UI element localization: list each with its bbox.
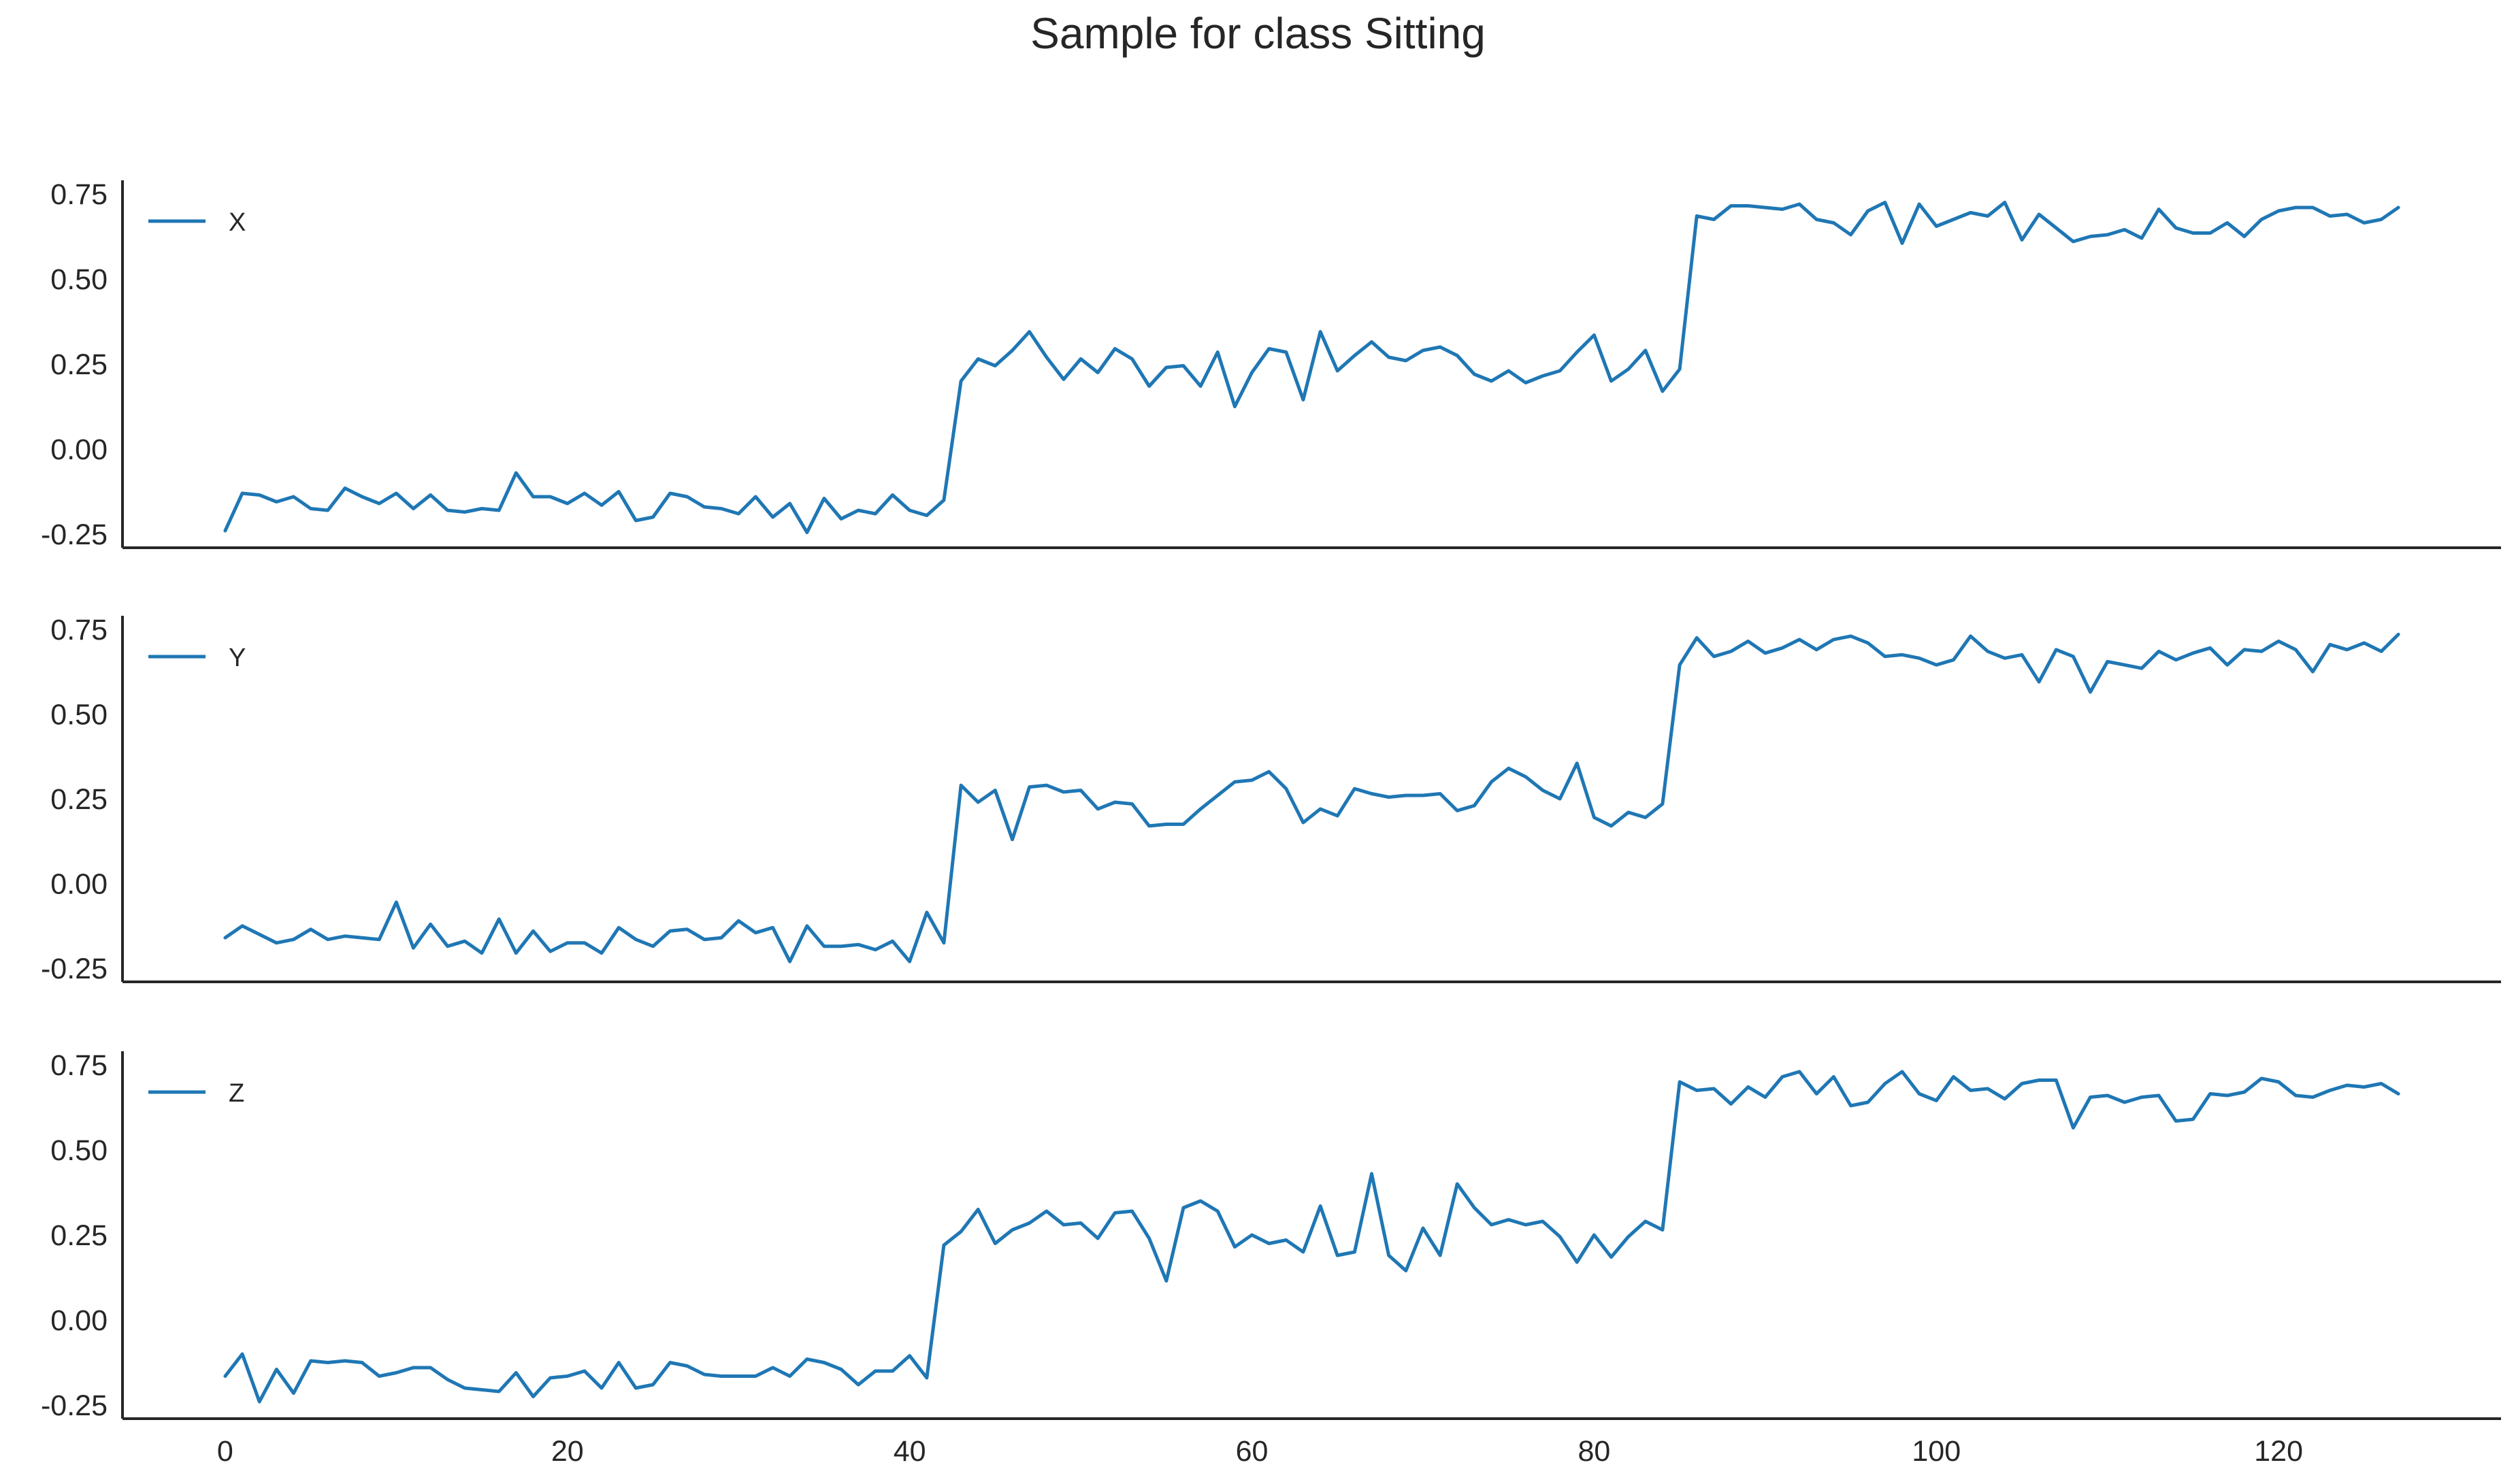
y-tick-label-panel-1: 0.75 (50, 178, 108, 211)
x-tick-label: 80 (1578, 1435, 1610, 1468)
y-tick-label-panel-1: 0.50 (50, 263, 108, 296)
y-tick-label-panel-2: 0.00 (50, 868, 108, 901)
y-tick-label-panel-3: 0.00 (50, 1304, 108, 1337)
x-tick-label: 120 (2254, 1435, 2303, 1468)
x-tick-label: 100 (1912, 1435, 1961, 1468)
legend-label-X: X (229, 208, 246, 237)
x-tick-label: 20 (551, 1435, 584, 1468)
y-tick-label-panel-2: 0.25 (50, 783, 108, 816)
y-tick-label-panel-3: -0.25 (41, 1389, 108, 1422)
x-tick-label: 0 (217, 1435, 233, 1468)
y-tick-label-panel-1: 0.25 (50, 348, 108, 381)
legend-label-Y: Y (229, 644, 246, 672)
series-line-Y (223, 632, 2400, 963)
y-tick-label-panel-2: 0.75 (50, 614, 108, 646)
y-tick-label-panel-2: -0.25 (41, 953, 108, 985)
y-tick-label-panel-3: 0.25 (50, 1219, 108, 1252)
y-tick-label-panel-1: 0.00 (50, 433, 108, 466)
y-tick-label-panel-1: -0.25 (41, 518, 108, 551)
series-line-X (223, 201, 2400, 534)
chart-title: Sample for class Sitting (1030, 9, 1486, 58)
y-tick-label-panel-3: 0.75 (50, 1049, 108, 1082)
x-tick-label: 60 (1236, 1435, 1269, 1468)
legend-label-Z: Z (229, 1079, 244, 1108)
y-tick-label-panel-2: 0.50 (50, 698, 108, 731)
series-line-Z (223, 1070, 2400, 1404)
y-tick-label-panel-3: 0.50 (50, 1134, 108, 1167)
x-tick-label: 40 (894, 1435, 926, 1468)
